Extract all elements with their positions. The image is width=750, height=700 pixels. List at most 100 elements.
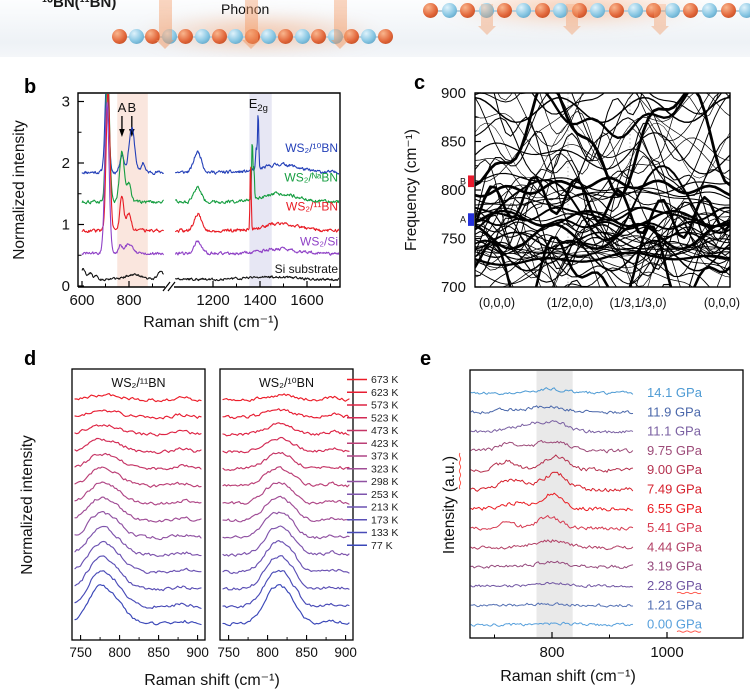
phonon-branch (475, 239, 730, 272)
x-axis-label: Raman shift (cm⁻¹) (143, 314, 279, 331)
spectrum-curve (81, 94, 164, 205)
temperature-spectrum-curve (222, 408, 350, 420)
temperature-spectrum-curve (74, 452, 202, 471)
boron-atom (112, 29, 127, 44)
nitrogen-atom (261, 29, 277, 44)
temperature-spectrum-curve (74, 525, 202, 558)
temperature-spectrum-curve (222, 422, 350, 437)
spellcheck-squiggle (676, 591, 702, 595)
annotation-A: A (118, 100, 127, 115)
nitrogen-atom (702, 3, 717, 18)
annotation-arrowhead-icon (119, 129, 125, 137)
phonon-branch (475, 248, 730, 259)
tick-label: 850 (441, 134, 466, 151)
tick-label: 0 (62, 278, 70, 295)
phonon-branch (475, 172, 730, 194)
series-label: WS₂/ᴺᵃBN (284, 171, 338, 185)
panel-letter-d: d (24, 348, 37, 370)
series-label: WS₂/¹¹BN (286, 200, 338, 214)
spectrum-curve (81, 94, 164, 234)
phonon-branch (531, 93, 722, 115)
pressure-label: 3.19 GPa (647, 559, 703, 574)
phonon-branch (475, 191, 730, 206)
panel-b-raman-chart: 600 800 1200 1400 1600 0 1 2 3 Normalized intensi… (11, 92, 341, 331)
tick-label: 1200 (196, 292, 229, 309)
boron-atom (646, 3, 662, 18)
axis-break-icon (162, 281, 176, 292)
temperature-spectrum-curve (222, 466, 350, 488)
pressure-label: 2.28 GPa (647, 578, 703, 593)
panel-d-temperature-spectra-chart: 750 800 850 900 WS₂/¹¹BN 750 800 850 900 WS₂/¹⁰BN… (19, 368, 398, 689)
phonon-text-label: Phonon (221, 1, 269, 17)
pressure-spectrum-curve (470, 439, 634, 454)
pressure-label: 7.49 GPa (647, 482, 703, 497)
frequency-marker-A (468, 213, 474, 226)
tick-label: 900 (334, 645, 357, 660)
boron-atom (534, 3, 550, 18)
marker-label-B: B (460, 176, 466, 186)
phonon-branch (475, 221, 730, 238)
panel-letter-b: b (24, 76, 37, 98)
nitrogen-atom (294, 29, 310, 44)
phonon-branch (475, 93, 730, 191)
phonon-branch (475, 210, 730, 285)
spectrum-curve (175, 240, 339, 256)
annotation-e2g: E2g (249, 96, 268, 114)
series-label: WS₂/¹⁰BN (285, 141, 338, 155)
y-axis-label: Normalized intensity (11, 120, 28, 260)
tick-label: 800 (441, 182, 466, 199)
temperature-spectrum-curve (222, 555, 350, 591)
phonon-branch (475, 201, 730, 222)
annotation-B: B (127, 100, 136, 115)
phonon-branch (519, 93, 689, 139)
temperature-spectrum-curve (74, 496, 202, 523)
plot-box (77, 92, 341, 288)
tick-label: 3 (62, 94, 70, 111)
tick-label: 800 (108, 645, 131, 660)
pressure-spectrum-curve (470, 581, 634, 588)
boron-atom (145, 29, 161, 44)
plot-box (469, 369, 744, 639)
boron-atom (460, 3, 476, 18)
temperature-spectrum-curve (222, 525, 350, 557)
pressure-label: 11.9 GPa (647, 404, 702, 419)
highlight-band (249, 93, 272, 287)
temperature-spectrum-curve (222, 451, 350, 472)
pressure-spectrum-curve (470, 515, 634, 531)
phonon-branch (493, 93, 643, 173)
legend-label: 623 K (371, 387, 398, 399)
temperature-spectrum-curve (222, 436, 350, 454)
phonon-branch (475, 222, 730, 251)
pressure-label: 4.44 GPa (647, 539, 703, 554)
pressure-spectrum-curve (470, 539, 634, 551)
plot-box (71, 368, 206, 641)
phonon-branch (497, 93, 719, 170)
nitrogen-atom (128, 29, 144, 44)
tick-label: 1000 (650, 644, 683, 661)
legend-label: 253 K (371, 489, 398, 501)
tick-label: 850 (295, 645, 318, 660)
pressure-label: 9.75 GPa (647, 443, 703, 458)
phonon-branch (475, 122, 730, 242)
phonon-branch (475, 93, 730, 183)
tick-label: 900 (186, 645, 209, 660)
boron-atom (278, 29, 293, 44)
boron-atom (311, 29, 327, 44)
phonon-arrow-icon (156, 0, 174, 49)
phonon-branch (475, 187, 730, 205)
spellcheck-squiggle (676, 630, 702, 633)
boron-atom (377, 29, 393, 44)
temperature-spectrum-curve (74, 555, 202, 592)
legend-label: 473 K (371, 425, 398, 437)
boron-atom (423, 3, 438, 18)
legend-label: 323 K (371, 463, 398, 475)
phonon-branch (475, 251, 730, 266)
y-axis-label: Normalized intensity (19, 435, 36, 575)
temperature-spectrum-curve (74, 540, 202, 575)
phonon-branch (475, 240, 730, 255)
pressure-spectrum-curve (470, 405, 634, 415)
x-axis-label: Raman shift (cm⁻¹) (144, 672, 280, 689)
phonon-arrow-icon (651, 4, 669, 35)
tick-label: 600 (69, 292, 94, 309)
pressure-label: 14.1 GPa (647, 385, 703, 400)
